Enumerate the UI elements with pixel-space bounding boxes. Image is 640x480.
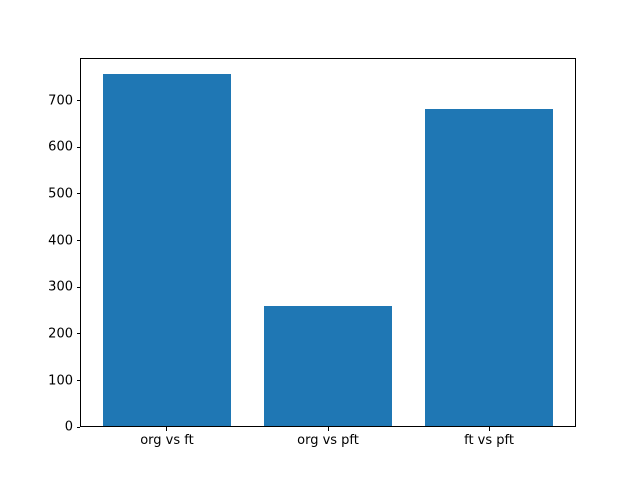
y-axis-tick-mark bbox=[76, 193, 80, 195]
x-axis-tick-label: org vs pft bbox=[297, 433, 359, 449]
x-axis-tick-mark bbox=[327, 427, 329, 431]
y-axis-tick-label: 300 bbox=[48, 279, 73, 295]
x-axis-tick-label: org vs ft bbox=[140, 433, 194, 449]
bar-org-vs-ft bbox=[102, 73, 232, 427]
y-axis-tick-mark bbox=[76, 333, 80, 335]
y-axis-tick-label: 400 bbox=[48, 233, 73, 249]
y-axis-tick-mark bbox=[76, 426, 80, 428]
plot-area bbox=[80, 57, 576, 428]
y-axis-tick-label: 500 bbox=[48, 186, 73, 202]
y-axis-tick-mark bbox=[76, 240, 80, 242]
y-axis-tick-label: 700 bbox=[48, 93, 73, 109]
x-axis-tick-mark bbox=[488, 427, 490, 431]
bar-org-vs-pft bbox=[263, 305, 393, 427]
y-axis-tick-label: 100 bbox=[48, 373, 73, 389]
y-axis-tick-label: 200 bbox=[48, 326, 73, 342]
y-axis-tick-label: 600 bbox=[48, 139, 73, 155]
x-axis-tick-label: ft vs pft bbox=[464, 433, 514, 449]
x-axis-tick-mark bbox=[166, 427, 168, 431]
y-axis-tick-label: 0 bbox=[64, 419, 73, 435]
bar-ft-vs-pft bbox=[424, 108, 554, 427]
y-axis-tick-mark bbox=[76, 380, 80, 382]
y-axis-tick-mark bbox=[76, 146, 80, 148]
y-axis-tick-mark bbox=[76, 100, 80, 102]
y-axis-tick-mark bbox=[76, 286, 80, 288]
